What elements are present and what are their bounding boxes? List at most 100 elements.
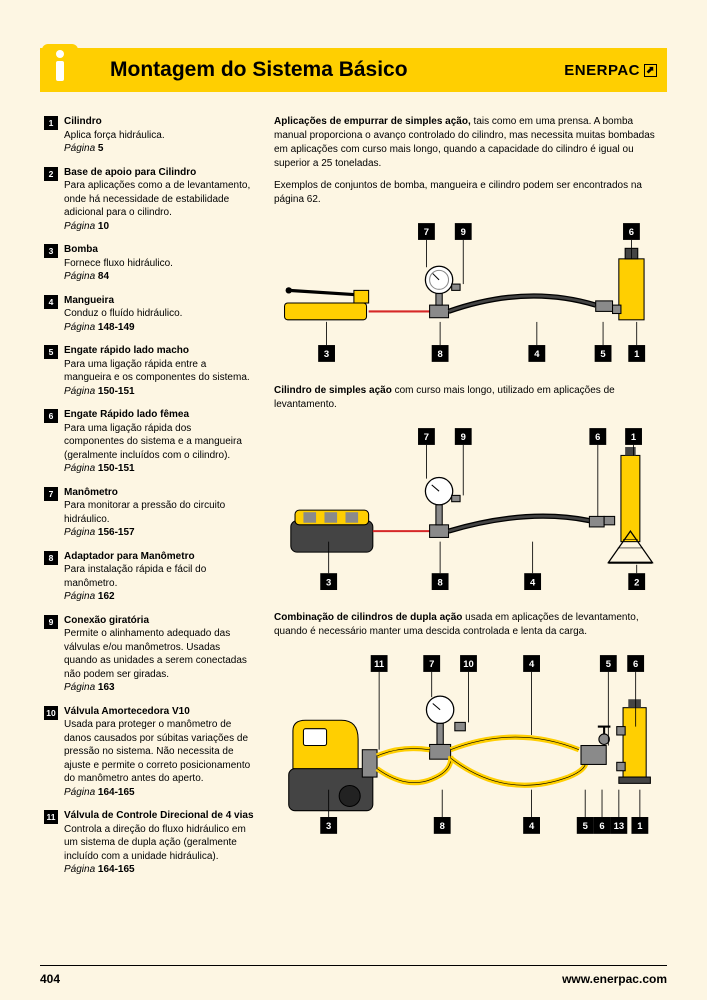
item-body: Base de apoio para Cilindro Para aplicaç… — [64, 166, 254, 234]
item-title: Mangueira — [64, 294, 254, 308]
item-page: Página 150-151 — [64, 462, 254, 476]
svg-text:4: 4 — [529, 821, 535, 832]
item-title: Cilindro — [64, 115, 254, 129]
item-title: Bomba — [64, 243, 254, 257]
item-body: Válvula de Controle Direcional de 4 vias… — [64, 809, 254, 877]
svg-text:5: 5 — [606, 659, 611, 670]
svg-text:8: 8 — [437, 349, 442, 360]
svg-text:9: 9 — [461, 433, 466, 444]
item-body: Cilindro Aplica força hidráulica. Página… — [64, 115, 254, 156]
component-list: 1 Cilindro Aplica força hidráulica. Pági… — [44, 115, 254, 940]
item-number: 2 — [44, 167, 58, 181]
page-number: 404 — [40, 972, 60, 986]
item-number: 5 — [44, 345, 58, 359]
page-header: Montagem do Sistema Básico ENERPAC ⬈ — [40, 48, 667, 92]
diagram-wrapper: 11 7 10 4 5 6 3 8 4 5 6 13 1 — [274, 647, 663, 859]
callout-4: 4 — [528, 345, 545, 362]
item-title: Válvula de Controle Direcional de 4 vias — [64, 809, 254, 823]
callout-1: 1 — [631, 817, 648, 834]
list-item: 3 Bomba Fornece fluxo hidráulico. Página… — [44, 243, 254, 284]
list-item: 6 Engate Rápido lado fêmea Para uma liga… — [44, 408, 254, 476]
callout-7: 7 — [418, 429, 435, 446]
section-note: Exemplos de conjuntos de bomba, mangueir… — [274, 179, 663, 207]
item-body: Mangueira Conduz o fluído hidráulico. Pá… — [64, 294, 254, 335]
item-title: Conexão giratória — [64, 614, 254, 628]
section-intro: Combinação de cilindros de dupla ação us… — [274, 611, 663, 639]
item-desc: Controla a direção do fluxo hidráulico e… — [64, 823, 254, 864]
item-desc: Para aplicações como a de levantamento, … — [64, 179, 254, 220]
svg-text:1: 1 — [631, 433, 636, 444]
callout-10: 10 — [460, 655, 477, 672]
item-page: Página 150-151 — [64, 385, 254, 399]
svg-text:8: 8 — [440, 821, 445, 832]
item-page: Página 148-149 — [64, 321, 254, 335]
callout-8: 8 — [432, 345, 449, 362]
item-desc: Para monitorar a pressão do circuito hid… — [64, 499, 254, 526]
list-item: 4 Mangueira Conduz o fluído hidráulico. … — [44, 294, 254, 335]
callout-3: 3 — [318, 345, 335, 362]
list-item: 10 Válvula Amortecedora V10 Usada para p… — [44, 705, 254, 800]
item-desc: Para uma ligação rápida dos componentes … — [64, 422, 254, 463]
list-item: 11 Válvula de Controle Direcional de 4 v… — [44, 809, 254, 877]
callout-6: 6 — [627, 655, 644, 672]
item-page: Página 10 — [64, 220, 254, 234]
brand-logo: ENERPAC ⬈ — [564, 62, 657, 79]
callout-5: 5 — [577, 817, 594, 834]
callout-7: 7 — [423, 655, 440, 672]
footer-url: www.enerpac.com — [562, 972, 667, 986]
callout-6: 6 — [594, 817, 611, 834]
svg-text:2: 2 — [634, 578, 639, 589]
item-desc: Conduz o fluído hidráulico. — [64, 307, 254, 321]
callout-6: 6 — [589, 429, 606, 446]
item-title: Válvula Amortecedora V10 — [64, 705, 254, 719]
svg-text:1: 1 — [637, 821, 642, 832]
callout-4: 4 — [524, 574, 541, 591]
svg-text:4: 4 — [534, 349, 540, 360]
svg-text:1: 1 — [634, 349, 639, 360]
list-item: 2 Base de apoio para Cilindro Para aplic… — [44, 166, 254, 234]
item-desc: Aplica força hidráulica. — [64, 129, 254, 143]
callout-9: 9 — [455, 429, 472, 446]
callout-1: 1 — [628, 345, 645, 362]
item-body: Conexão giratória Permite o alinhamento … — [64, 614, 254, 695]
callout-8: 8 — [434, 817, 451, 834]
item-page: Página 162 — [64, 590, 254, 604]
callout-5: 5 — [595, 345, 612, 362]
brand-text: ENERPAC — [564, 62, 640, 79]
page-footer: 404 www.enerpac.com — [40, 965, 667, 986]
list-item: 7 Manômetro Para monitorar a pressão do … — [44, 486, 254, 540]
item-body: Válvula Amortecedora V10 Usada para prot… — [64, 705, 254, 800]
item-number: 9 — [44, 615, 58, 629]
svg-text:6: 6 — [633, 659, 638, 670]
item-title: Engate Rápido lado fêmea — [64, 408, 254, 422]
content-area: 1 Cilindro Aplica força hidráulica. Pági… — [44, 115, 663, 940]
svg-text:11: 11 — [374, 659, 384, 670]
item-desc: Para uma ligação rápida entre a mangueir… — [64, 358, 254, 385]
diagram-wrapper: 7 9 6 1 3 8 4 2 — [274, 420, 663, 610]
list-item: 8 Adaptador para Manômetro Para instalaç… — [44, 550, 254, 604]
svg-text:13: 13 — [614, 821, 625, 832]
page-title: Montagem do Sistema Básico — [110, 58, 408, 82]
section-intro: Aplicações de empurrar de simples ação, … — [274, 115, 663, 171]
callout-6: 6 — [623, 223, 640, 240]
item-page: Página 164-165 — [64, 863, 254, 877]
callout-5: 5 — [600, 655, 617, 672]
callout-1: 1 — [625, 429, 642, 446]
brand-icon: ⬈ — [644, 64, 657, 77]
info-icon — [42, 44, 78, 88]
section-intro: Cilindro de simples ação com curso mais … — [274, 384, 663, 412]
item-desc: Fornece fluxo hidráulico. — [64, 257, 254, 271]
svg-text:5: 5 — [583, 821, 588, 832]
callout-7: 7 — [418, 223, 435, 240]
item-body: Engate Rápido lado fêmea Para uma ligaçã… — [64, 408, 254, 476]
callout-13: 13 — [610, 817, 627, 834]
item-title: Engate rápido lado macho — [64, 344, 254, 358]
svg-text:3: 3 — [326, 578, 331, 589]
svg-text:7: 7 — [424, 433, 429, 444]
svg-text:6: 6 — [629, 227, 634, 238]
svg-text:5: 5 — [600, 349, 605, 360]
svg-text:6: 6 — [599, 821, 604, 832]
callout-9: 9 — [455, 223, 472, 240]
svg-text:7: 7 — [424, 227, 429, 238]
item-body: Engate rápido lado macho Para uma ligaçã… — [64, 344, 254, 398]
